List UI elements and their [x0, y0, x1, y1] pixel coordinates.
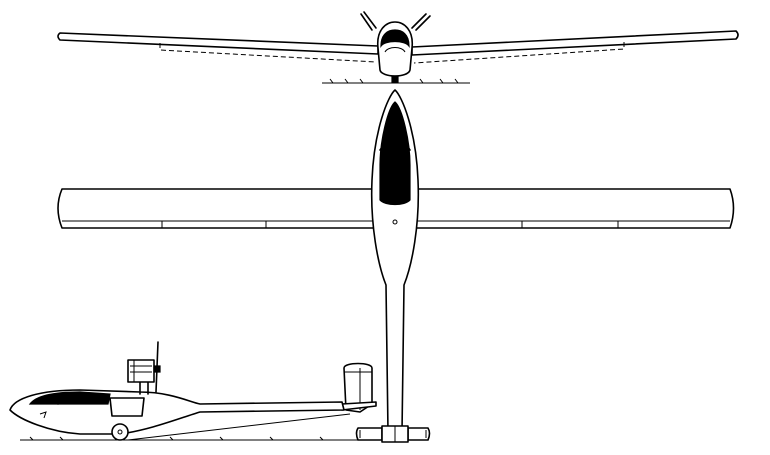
front-view-ground-hatch [330, 79, 458, 83]
top-view-canopy [380, 102, 410, 205]
side-view-ground-hatch [30, 437, 323, 440]
side-view-main-wheel-hub [118, 430, 122, 434]
top-view [58, 90, 734, 442]
front-view-right-wing [412, 31, 738, 55]
front-view [58, 12, 738, 83]
front-view-wheel [392, 76, 398, 82]
front-view-engine-strut-left [361, 12, 376, 30]
side-view-tail-skid-line [128, 414, 350, 440]
front-view-canopy [381, 30, 409, 46]
side-view [10, 342, 376, 440]
front-view-canopy-frame [385, 48, 405, 53]
side-view-main-wheel [112, 424, 128, 440]
side-view-tailplane [342, 402, 376, 410]
top-view-horizontal-tail-right [408, 428, 430, 440]
side-view-canopy [30, 392, 110, 404]
front-view-left-wing [58, 33, 378, 54]
side-view-engine [128, 360, 154, 382]
top-view-canopy-frame [380, 143, 410, 151]
side-view-fin [344, 364, 372, 413]
side-view-propeller-hub [154, 366, 160, 372]
top-view-tail-details [360, 426, 426, 442]
side-view-canopy-frame [58, 394, 60, 404]
top-view-flap-hinges [162, 221, 618, 228]
front-view-left-aileron-dash [160, 43, 376, 62]
front-view-engine-strut-right [412, 14, 430, 30]
side-view-nose-detail [40, 412, 46, 418]
front-view-right-aileron-dash [414, 42, 624, 63]
side-view-engine-cylinder [130, 360, 152, 382]
top-view-horizontal-tail [357, 428, 383, 440]
side-view-engine-pylon [110, 398, 144, 416]
top-view-tow-hook [393, 220, 397, 224]
